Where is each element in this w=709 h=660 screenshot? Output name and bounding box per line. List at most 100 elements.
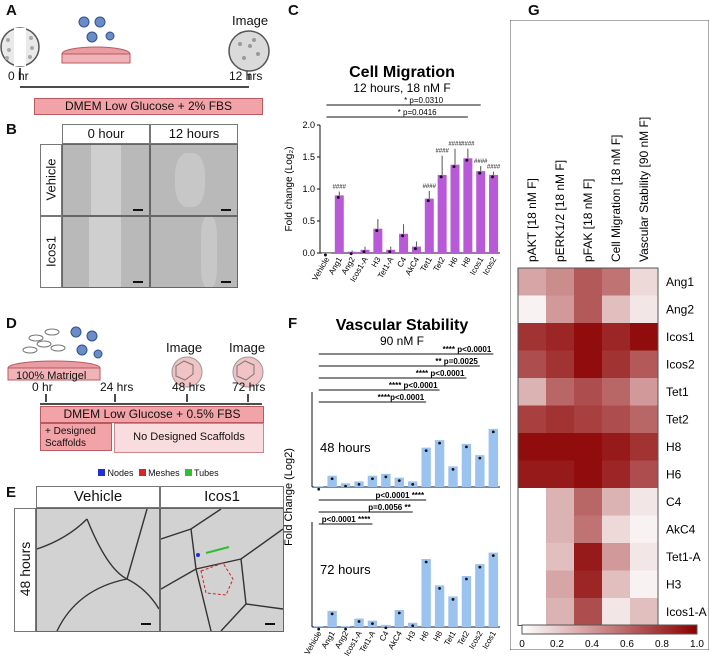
chart-f-bar [448, 466, 458, 487]
heatmap-cell [546, 460, 574, 488]
chart-f-bar [448, 596, 458, 627]
heatmap-column-label: pAKT [18 nM F] [525, 178, 539, 262]
chart-c-point [478, 171, 482, 175]
chart-f-point [397, 479, 401, 483]
heatmap-row-label: C4 [666, 495, 682, 509]
chart-f-bracket-label: ****p<0.0001 [378, 393, 425, 402]
heatmap-cell [518, 543, 546, 571]
panel-d-schematic [7, 326, 264, 405]
heatmap-cell [602, 598, 630, 626]
heatmap-cell [602, 405, 630, 433]
heatmap-cell [630, 515, 658, 543]
chart-f-xtick-label: Tet1 [442, 629, 458, 647]
heatmap-cell [546, 350, 574, 378]
micrograph-vehicle-48h [36, 508, 160, 632]
panel-a-schematic [0, 16, 270, 88]
panel-label-c: C [288, 2, 299, 19]
chart-c-bar [476, 171, 486, 253]
chart-c-bar [437, 174, 447, 253]
colorbar-tick-label: 1.0 [690, 639, 704, 650]
colorbar-tick-label: 0.8 [655, 639, 669, 650]
panel-d-no-scaffolds: No Designed Scaffolds [114, 423, 264, 453]
chart-c-sig: #### [487, 165, 501, 171]
chart-c-bar [450, 164, 460, 253]
chart-c-subtitle: 12 hours, 18 nM F [353, 81, 450, 95]
colorbar-tick-label: 0.4 [585, 639, 599, 650]
heatmap-cell [574, 570, 602, 598]
chart-f-point [384, 626, 388, 630]
chart-f-point [357, 482, 361, 486]
heatmap-cell [602, 350, 630, 378]
chart-f-bar [434, 585, 445, 627]
panel-d-t0: 0 hr [32, 380, 53, 394]
heatmap-cell [546, 543, 574, 571]
heatmap-cell [518, 405, 546, 433]
panel-b-row1: Icos1 [40, 216, 62, 288]
chart-f-bracket-label: ** p=0.0025 [435, 357, 478, 366]
chart-f-bracket-label: p=0.0056 ** [368, 503, 411, 512]
heatmap-cell [546, 598, 574, 626]
chart-c-xtick-label: Icos2 [481, 255, 499, 277]
heatmap-cell [518, 570, 546, 598]
chart-f-bar [434, 440, 445, 487]
chart-f-point [357, 620, 361, 623]
heatmap-cell [546, 378, 574, 406]
heatmap-cell [518, 433, 546, 461]
heatmap-column-label: Cell Migration [18 nM F] [609, 135, 623, 262]
chart-c-point [336, 195, 340, 199]
chart-c-point [323, 253, 327, 257]
chart-f-point [491, 554, 495, 558]
chart-f-bar [340, 626, 351, 627]
heatmap-cell [518, 323, 546, 351]
chart-f-point [465, 577, 468, 581]
heatmap-cell [630, 598, 658, 626]
chart-f-bar [327, 610, 337, 627]
chart-c-ytick-label: 0.5 [302, 216, 315, 226]
panel-label-a: A [6, 2, 17, 19]
heatmap-cell [546, 405, 574, 433]
chart-f-ylabel: Fold Change (Log2) [283, 448, 295, 546]
chart-f-point [344, 627, 347, 631]
chart-c-bar [347, 251, 357, 253]
chart-c-point [388, 250, 392, 254]
heatmap-cell [630, 295, 658, 323]
chart-f-bar [475, 564, 485, 627]
chart-c-bar [373, 228, 383, 253]
chart-c-bar [334, 195, 344, 253]
panel-label-b: B [6, 121, 17, 138]
colorbar-tick-label: 0.6 [620, 639, 634, 650]
heatmap-cell [546, 515, 574, 543]
chart-c-xtick-label: AkC4 [404, 255, 422, 277]
chart-c-bar [489, 174, 499, 253]
panel-b-col1: 12 hours [150, 124, 238, 144]
heatmap-row-label: Ang2 [666, 302, 694, 316]
chart-c-point [465, 158, 469, 162]
micrograph-vehicle-0h [62, 144, 150, 216]
heatmap-cell [546, 295, 574, 323]
panel-a-image-label: Image [232, 13, 269, 28]
heatmap-cell [546, 433, 574, 461]
chart-c-sig: #### [333, 185, 347, 191]
chart-f-title: Vascular Stability [336, 317, 469, 334]
chart-c-point [439, 175, 443, 179]
chart-c-bracket-label: * p=0.0310 [404, 96, 443, 105]
heatmap-row-label: Tet1 [666, 385, 689, 399]
heatmap-cell [546, 323, 574, 351]
micrograph-icos1-12h [150, 216, 238, 288]
heatmap-cell [574, 460, 602, 488]
chart-c-bar [321, 253, 331, 254]
panel-label-f: F [288, 315, 298, 332]
chart-f-bracket-label: p<0.0001 **** [375, 491, 425, 500]
chart-c-bar [424, 198, 434, 253]
heatmap-column-label: pERK1/2 [18 nM F] [553, 160, 567, 262]
heatmap-cell [630, 323, 658, 351]
heatmap-cell [602, 378, 630, 406]
panel-d-media: DMEM Low Glucose + 0.5% FBS [40, 406, 264, 423]
chart-c-bar [399, 233, 409, 253]
chart-f-point [397, 611, 401, 615]
heatmap-cell [574, 350, 602, 378]
chart-c-point [491, 175, 495, 179]
heatmap-cell [574, 488, 602, 516]
chart-f-point [330, 477, 334, 481]
